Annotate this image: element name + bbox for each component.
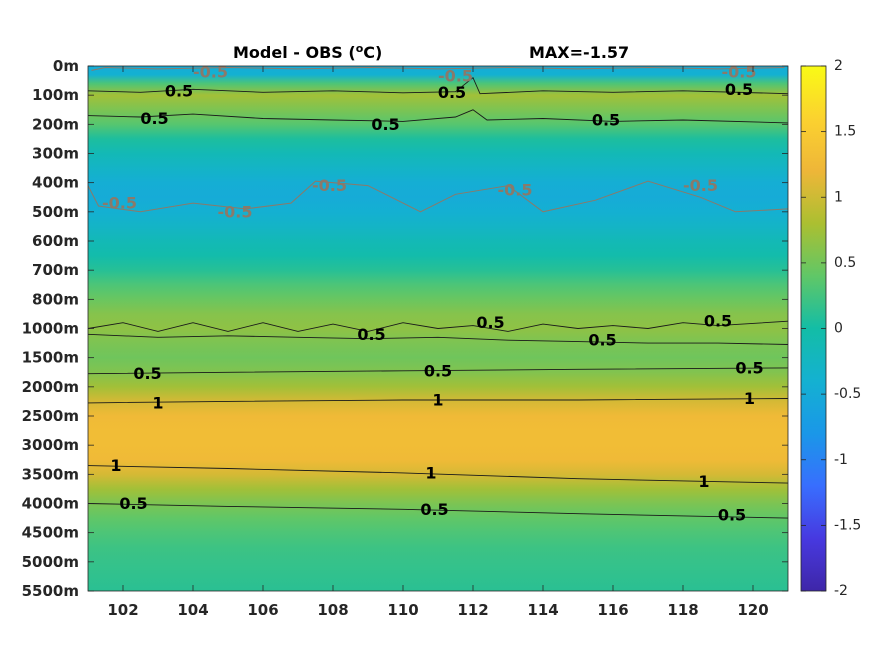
contour-label-21: 1 bbox=[152, 393, 163, 412]
contour-line-6 bbox=[88, 367, 788, 375]
contour-label-16: 0.5 bbox=[588, 331, 616, 350]
contour-line-8 bbox=[88, 465, 788, 484]
contour-label-10: -0.5 bbox=[498, 181, 533, 200]
x-tick-label-2: 106 bbox=[247, 601, 278, 619]
colorbar-tick-label-1: 1.5 bbox=[834, 124, 856, 140]
x-tick-label-5: 112 bbox=[457, 601, 488, 619]
y-axis: 0m 100m 200m 300m 400m 500m 600m 700m 800m 1000m 1… bbox=[22, 57, 788, 600]
contour-line-1 bbox=[88, 76, 788, 95]
contour-label-layer: -0.5 -0.5 -0.50.5 0.5 0.50.5 0.5 0.5-0.5 -0.5 -0… bbox=[102, 62, 764, 525]
y-tick-label-16: 4500m bbox=[22, 524, 79, 542]
y-tick-label-2: 200m bbox=[32, 115, 79, 133]
contour-label-15: 0.5 bbox=[357, 325, 385, 344]
colorbar: 2 1.5 1 0.5 0 -0.5 -1 -1.5 -2 bbox=[800, 58, 861, 599]
contour-label-13: -0.5 bbox=[218, 202, 253, 221]
y-tick-label-17: 5000m bbox=[22, 553, 79, 571]
x-axis: 102 104 106 108 110 112 114 116 118 120 bbox=[107, 66, 769, 619]
title-prefix: Model - OBS (oC) bbox=[233, 42, 382, 62]
y-tick-label-9: 1000m bbox=[22, 320, 79, 338]
contour-label-29: 0.5 bbox=[718, 506, 746, 525]
y-tick-label-15: 4000m bbox=[22, 495, 79, 513]
y-tick-label-8: 800m bbox=[32, 290, 79, 308]
y-tick-label-7: 700m bbox=[32, 261, 79, 279]
contour-label-7: 0.5 bbox=[371, 115, 399, 134]
x-tick-label-7: 116 bbox=[597, 601, 628, 619]
max-label: MAX=-1.57 bbox=[529, 43, 629, 62]
contour-label-23: 1 bbox=[744, 389, 755, 408]
contour-label-5: 0.5 bbox=[725, 80, 753, 99]
y-tick-label-11: 2000m bbox=[22, 378, 79, 396]
x-tick-label-1: 104 bbox=[177, 601, 208, 619]
y-tick-label-4: 400m bbox=[32, 174, 79, 192]
y-tick-label-18: 5500m bbox=[22, 582, 79, 600]
contour-label-6: 0.5 bbox=[140, 109, 168, 128]
contour-label-11: -0.5 bbox=[683, 176, 718, 195]
y-tick-label-10: 1500m bbox=[22, 349, 79, 367]
y-tick-label-3: 300m bbox=[32, 145, 79, 163]
contour-label-2: -0.5 bbox=[722, 62, 757, 81]
colorbar-tick-label-3: 0.5 bbox=[834, 255, 856, 271]
y-tick-label-1: 100m bbox=[32, 86, 79, 104]
contour-label-8: 0.5 bbox=[592, 111, 620, 130]
contour-line-5 bbox=[88, 333, 788, 345]
contour-layer bbox=[88, 66, 788, 519]
colorbar-ticks: 2 1.5 1 0.5 0 -0.5 -1 -1.5 -2 bbox=[801, 58, 861, 599]
contour-label-24: 1 bbox=[110, 456, 121, 475]
y-tick-label-6: 600m bbox=[32, 232, 79, 250]
contour-line-9 bbox=[88, 503, 788, 519]
colorbar-tick-label-6: -1 bbox=[834, 452, 848, 468]
colorbar-tick-label-5: -0.5 bbox=[834, 386, 861, 402]
x-tick-label-4: 110 bbox=[387, 601, 418, 619]
contour-line-7 bbox=[88, 398, 788, 404]
contour-line-3 bbox=[88, 180, 788, 213]
y-tick-label-14: 3500m bbox=[22, 465, 79, 483]
contour-label-9: -0.5 bbox=[312, 176, 347, 195]
colorbar-tick-label-8: -2 bbox=[834, 583, 848, 599]
contour-label-20: 0.5 bbox=[735, 358, 763, 377]
colorbar-tick-label-2: 1 bbox=[834, 189, 843, 205]
contour-label-26: 1 bbox=[698, 472, 709, 491]
x-tick-label-8: 118 bbox=[667, 601, 698, 619]
contour-label-17: 0.5 bbox=[704, 312, 732, 331]
chart-title: Model - OBS (oC) MAX=-1.57 bbox=[233, 42, 629, 62]
colorbar-tick-label-7: -1.5 bbox=[834, 517, 861, 533]
contour-label-25: 1 bbox=[425, 463, 436, 482]
contour-label-19: 0.5 bbox=[424, 361, 452, 380]
contour-line-4 bbox=[88, 320, 788, 332]
contour-label-18: 0.5 bbox=[133, 364, 161, 383]
contour-label-4: 0.5 bbox=[438, 83, 466, 102]
contour-label-22: 1 bbox=[432, 391, 443, 410]
x-tick-label-3: 108 bbox=[317, 601, 348, 619]
colorbar-tick-label-0: 2 bbox=[834, 58, 843, 74]
y-tick-label-0: 0m bbox=[53, 57, 79, 75]
plot-frame bbox=[87, 65, 789, 592]
y-tick-label-13: 3000m bbox=[22, 436, 79, 454]
y-tick-label-12: 2500m bbox=[22, 407, 79, 425]
contour-label-1: -0.5 bbox=[438, 67, 473, 86]
x-tick-label-6: 114 bbox=[527, 601, 558, 619]
contour-label-14: 0.5 bbox=[476, 313, 504, 332]
contour-label-0: -0.5 bbox=[193, 62, 228, 81]
plot-area: -0.5 -0.5 -0.50.5 0.5 0.50.5 0.5 0.5-0.5 -0.5 -0… bbox=[88, 62, 788, 591]
contour-label-3: 0.5 bbox=[165, 81, 193, 100]
colorbar-tick-label-4: 0 bbox=[834, 321, 843, 337]
x-tick-label-9: 120 bbox=[737, 601, 768, 619]
contour-label-12: -0.5 bbox=[102, 194, 137, 213]
contour-line-2 bbox=[88, 109, 788, 124]
y-tick-label-5: 500m bbox=[32, 203, 79, 221]
contour-label-28: 0.5 bbox=[420, 500, 448, 519]
x-tick-label-0: 102 bbox=[107, 601, 138, 619]
contour-label-27: 0.5 bbox=[119, 494, 147, 513]
